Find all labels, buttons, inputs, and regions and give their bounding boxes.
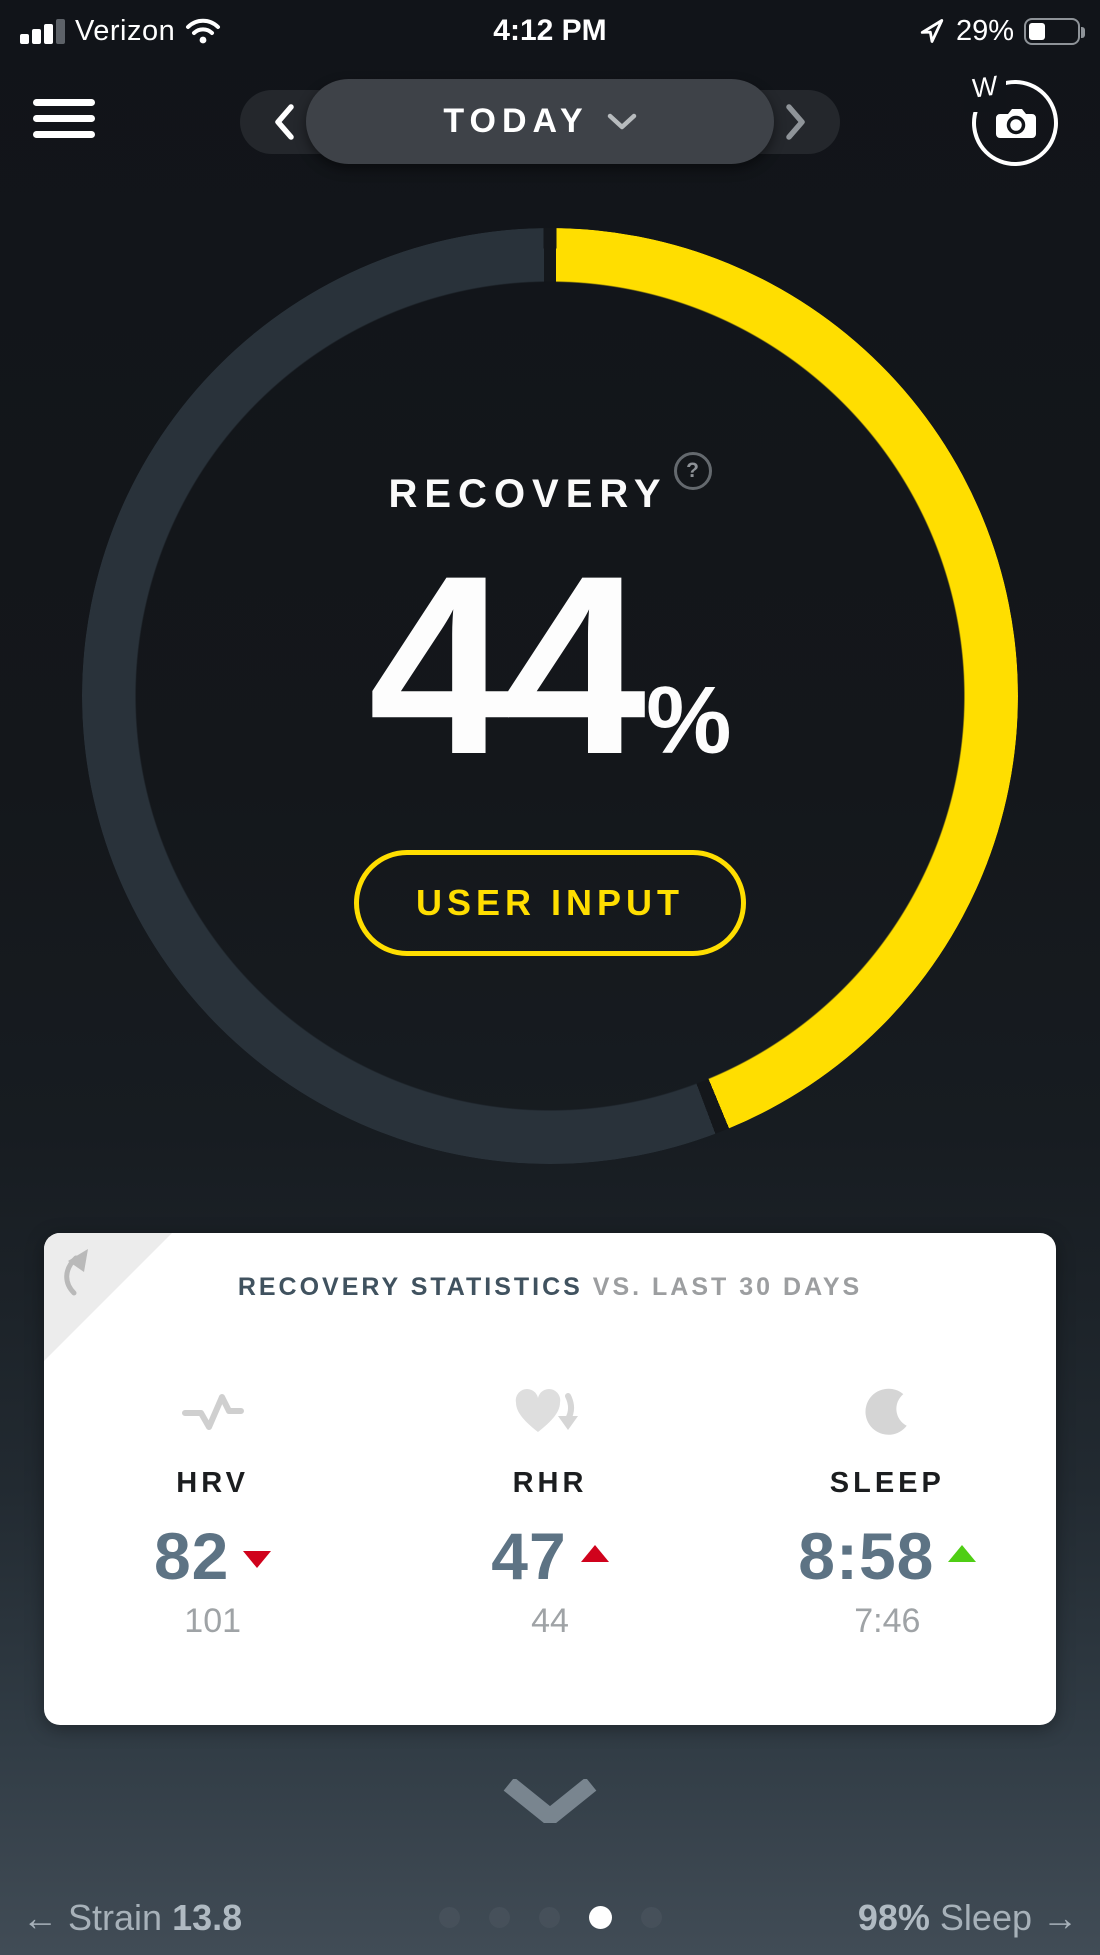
day-selector-label: TODAY xyxy=(443,102,589,140)
page-dot[interactable] xyxy=(640,1907,662,1928)
help-icon[interactable]: ? xyxy=(673,452,712,490)
recovery-score: 44 % xyxy=(0,538,1100,793)
chevron-left-icon xyxy=(275,104,294,140)
chevron-down-icon xyxy=(503,1779,597,1823)
hrv-pulse-icon xyxy=(181,1394,244,1430)
strain-label: Strain xyxy=(68,1897,163,1938)
sleep-nav-link[interactable]: 98% Sleep → xyxy=(858,1897,1078,1939)
bottom-navigation: ← Strain 13.8 98% Sleep → xyxy=(0,1885,1100,1955)
page-dot[interactable] xyxy=(588,1906,612,1929)
camera-button[interactable]: W xyxy=(964,70,1058,166)
menu-button[interactable] xyxy=(33,99,95,138)
sleep-label: Sleep xyxy=(939,1897,1032,1938)
trend-up-icon xyxy=(580,1544,609,1562)
stat-label: HRV xyxy=(176,1467,250,1499)
page-dot[interactable] xyxy=(538,1907,560,1928)
wifi-icon xyxy=(186,18,221,44)
heart-rate-icon xyxy=(515,1389,578,1432)
chevron-right-icon xyxy=(786,104,805,140)
user-input-button-label: USER INPUT xyxy=(415,882,685,923)
stat-label: SLEEP xyxy=(829,1467,945,1499)
recovery-title: RECOVERY? xyxy=(0,452,1100,517)
card-title: RECOVERY STATISTICS VS. LAST 30 DAYS xyxy=(44,1273,1056,1302)
stat-baseline: 44 xyxy=(531,1602,569,1640)
stat-value: 8:58 xyxy=(798,1519,935,1593)
recovery-score-unit: % xyxy=(646,667,732,774)
trend-down-icon xyxy=(243,1550,272,1568)
trend-up-icon xyxy=(948,1544,977,1562)
card-title-primary: RECOVERY STATISTICS xyxy=(237,1273,583,1301)
stat-value: 82 xyxy=(153,1519,230,1593)
day-selector-dropdown[interactable]: TODAY xyxy=(306,79,774,164)
recovery-ring xyxy=(82,228,1018,1164)
camera-icon xyxy=(996,109,1036,138)
whoop-logo-icon: W xyxy=(971,70,999,104)
chevron-down-icon xyxy=(607,113,636,129)
page-indicator xyxy=(0,1906,1100,1929)
arrow-left-icon: ← xyxy=(22,1897,58,1938)
battery-icon xyxy=(1024,17,1085,45)
recovery-statistics-card: RECOVERY STATISTICS VS. LAST 30 DAYS HRV… xyxy=(44,1233,1056,1725)
next-day-button[interactable] xyxy=(760,90,832,154)
stat-hrv[interactable]: HRV 82 101 xyxy=(44,1381,381,1641)
battery-percent-label: 29% xyxy=(955,14,1014,47)
page-dot[interactable] xyxy=(438,1907,460,1928)
recovery-title-text: RECOVERY xyxy=(388,472,668,516)
card-title-secondary: VS. LAST 30 DAYS xyxy=(592,1273,863,1301)
carrier-label: Verizon xyxy=(75,14,176,47)
stat-rhr[interactable]: RHR 47 44 xyxy=(381,1381,718,1641)
expand-details-button[interactable] xyxy=(0,1779,1100,1823)
page-dot[interactable] xyxy=(488,1907,510,1928)
user-input-button[interactable]: USER INPUT xyxy=(354,850,746,956)
stats-row: HRV 82 101 RHR 47 xyxy=(44,1381,1056,1641)
status-bar: Verizon 4:12 PM 29% xyxy=(0,0,1100,56)
sleep-value: 98% xyxy=(857,1897,930,1938)
stat-baseline: 101 xyxy=(184,1602,242,1640)
cell-signal-icon xyxy=(20,18,65,44)
recovery-score-value: 44 xyxy=(368,523,647,808)
strain-value: 13.8 xyxy=(172,1897,243,1938)
moon-icon xyxy=(865,1388,908,1435)
arrow-right-icon: → xyxy=(1042,1897,1078,1938)
camera-circle xyxy=(972,80,1058,166)
stat-sleep[interactable]: SLEEP 8:58 7:46 xyxy=(719,1381,1056,1641)
stat-baseline: 7:46 xyxy=(854,1602,921,1640)
flip-arrow-icon xyxy=(64,1249,88,1296)
location-arrow-icon xyxy=(920,19,944,43)
stat-label: RHR xyxy=(512,1467,588,1499)
strain-nav-link[interactable]: ← Strain 13.8 xyxy=(22,1897,242,1939)
previous-day-button[interactable] xyxy=(248,90,320,154)
date-navigator: TODAY xyxy=(240,79,840,164)
stat-value: 47 xyxy=(491,1519,567,1593)
